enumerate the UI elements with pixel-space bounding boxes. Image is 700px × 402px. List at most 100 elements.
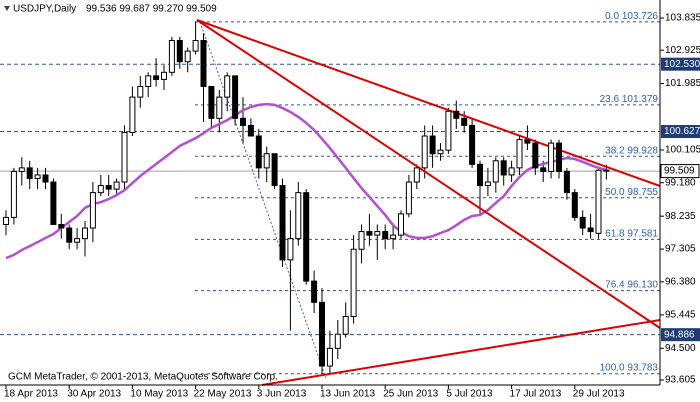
candle-body (579, 216, 586, 229)
candle-body (82, 227, 88, 240)
candle-body (374, 231, 381, 236)
fibo-label: 23.6 101.379 (600, 94, 659, 105)
candle-body (240, 117, 246, 126)
fibo-label: 38.2 99.928 (605, 145, 658, 156)
candle-body (326, 347, 333, 367)
price-label-box (661, 328, 700, 342)
candle-body (145, 75, 152, 87)
x-tick-label: 18 Apr 2013 (4, 389, 58, 400)
watermark: GCM MetaTrader, © 2001-2013, MetaQuotes … (8, 372, 278, 383)
x-tick-label: 25 Jun 2013 (383, 389, 438, 400)
candle-body (113, 181, 120, 190)
symbol: USDJPY,Daily (13, 4, 76, 15)
y-tick-label: 100.105 (665, 145, 700, 156)
y-tick-label: 99.180 (665, 177, 696, 188)
fibo-price: 101.379 (622, 94, 659, 105)
candle-body (311, 280, 318, 303)
candle-body (571, 192, 578, 218)
candle-body (247, 124, 254, 137)
candle-body (366, 231, 373, 236)
candle-body (445, 110, 452, 151)
candle-body (556, 142, 562, 172)
candle-body (461, 117, 468, 126)
x-tick-label: 3 Jun 2013 (257, 389, 307, 400)
candle-body (287, 238, 294, 261)
price-label: 94.886 (664, 329, 695, 340)
fibo-level: 50.0 (605, 186, 625, 197)
candle-body (516, 139, 523, 169)
x-tick-label: 22 May 2013 (194, 389, 252, 400)
x-tick-label: 30 Apr 2013 (67, 389, 121, 400)
candle-body (342, 315, 349, 335)
fibo-label: 0.0 103.726 (605, 11, 658, 22)
candle-body (437, 149, 444, 155)
candle-body (279, 185, 286, 261)
candle-body (398, 213, 404, 236)
candle-body (492, 160, 499, 183)
candle-body (97, 185, 104, 194)
candle-body (603, 169, 610, 172)
candle-body (74, 238, 81, 243)
candle-body (484, 181, 491, 187)
y-tick-label: 97.305 (665, 244, 696, 255)
candle-body (303, 192, 310, 282)
fibo-price: 97.581 (627, 228, 658, 239)
candle-body (161, 71, 167, 80)
candle-body (263, 153, 270, 169)
candle-body (216, 96, 223, 119)
candle-body (232, 75, 239, 119)
price-label-box (661, 57, 700, 71)
fibo-price: 99.928 (627, 145, 658, 156)
fibo-base-line (199, 21, 327, 379)
candle-body (350, 248, 357, 317)
candle-body (10, 170, 17, 218)
candle-body (540, 167, 547, 172)
candle-body (500, 160, 507, 176)
candle-body (26, 167, 33, 179)
candle-body (18, 167, 25, 172)
candle-body (176, 39, 183, 63)
fibo-price: 93.783 (627, 362, 658, 373)
price-label-box (661, 125, 700, 139)
candle-body (58, 223, 65, 229)
fibo-label: 100.0 93.783 (600, 362, 659, 373)
y-tick-label: 103.835 (665, 13, 700, 24)
fibo-level: 23.6 (600, 94, 620, 105)
candle-body (153, 75, 160, 80)
x-tick-label: 10 May 2013 (130, 389, 188, 400)
y-tick-label: 101.985 (665, 78, 700, 89)
x-tick-label: 29 Jul 2013 (573, 389, 625, 400)
candle-body (34, 174, 41, 179)
candle-body (405, 181, 412, 215)
candle-body (587, 227, 594, 233)
y-tick-label: 96.380 (665, 276, 696, 287)
candle-body (295, 192, 302, 240)
fibo-price: 103.726 (622, 11, 659, 22)
candle-body (137, 85, 144, 98)
candle-body (508, 167, 515, 176)
candle-body (66, 227, 73, 243)
candle-body (532, 142, 539, 169)
fibo-price: 98.755 (627, 186, 658, 197)
candle-body (42, 174, 49, 183)
y-tick-label: 93.605 (665, 375, 696, 386)
candle-body (390, 234, 397, 240)
fibo-level: 100.0 (600, 362, 625, 373)
candle-body (192, 39, 199, 52)
candle-body (563, 170, 570, 194)
fibo-label: 50.0 98.755 (605, 186, 658, 197)
candle-body (200, 39, 207, 87)
candle-body (453, 110, 460, 119)
candle-body (208, 85, 215, 119)
y-tick-label: 102.925 (665, 45, 700, 56)
price-label: 100.627 (664, 126, 700, 137)
candle-body (413, 167, 420, 183)
fibo-price: 96.130 (627, 279, 658, 290)
x-tick-label: 13 Jun 2013 (320, 389, 375, 400)
y-tick-label: 98.235 (665, 211, 696, 222)
candle-body (595, 169, 602, 234)
x-tick-label: 17 Jul 2013 (510, 389, 562, 400)
candle-body (469, 124, 476, 165)
fibo-label: 61.8 97.581 (605, 228, 658, 239)
x-tick-label: 5 Jul 2013 (446, 389, 493, 400)
